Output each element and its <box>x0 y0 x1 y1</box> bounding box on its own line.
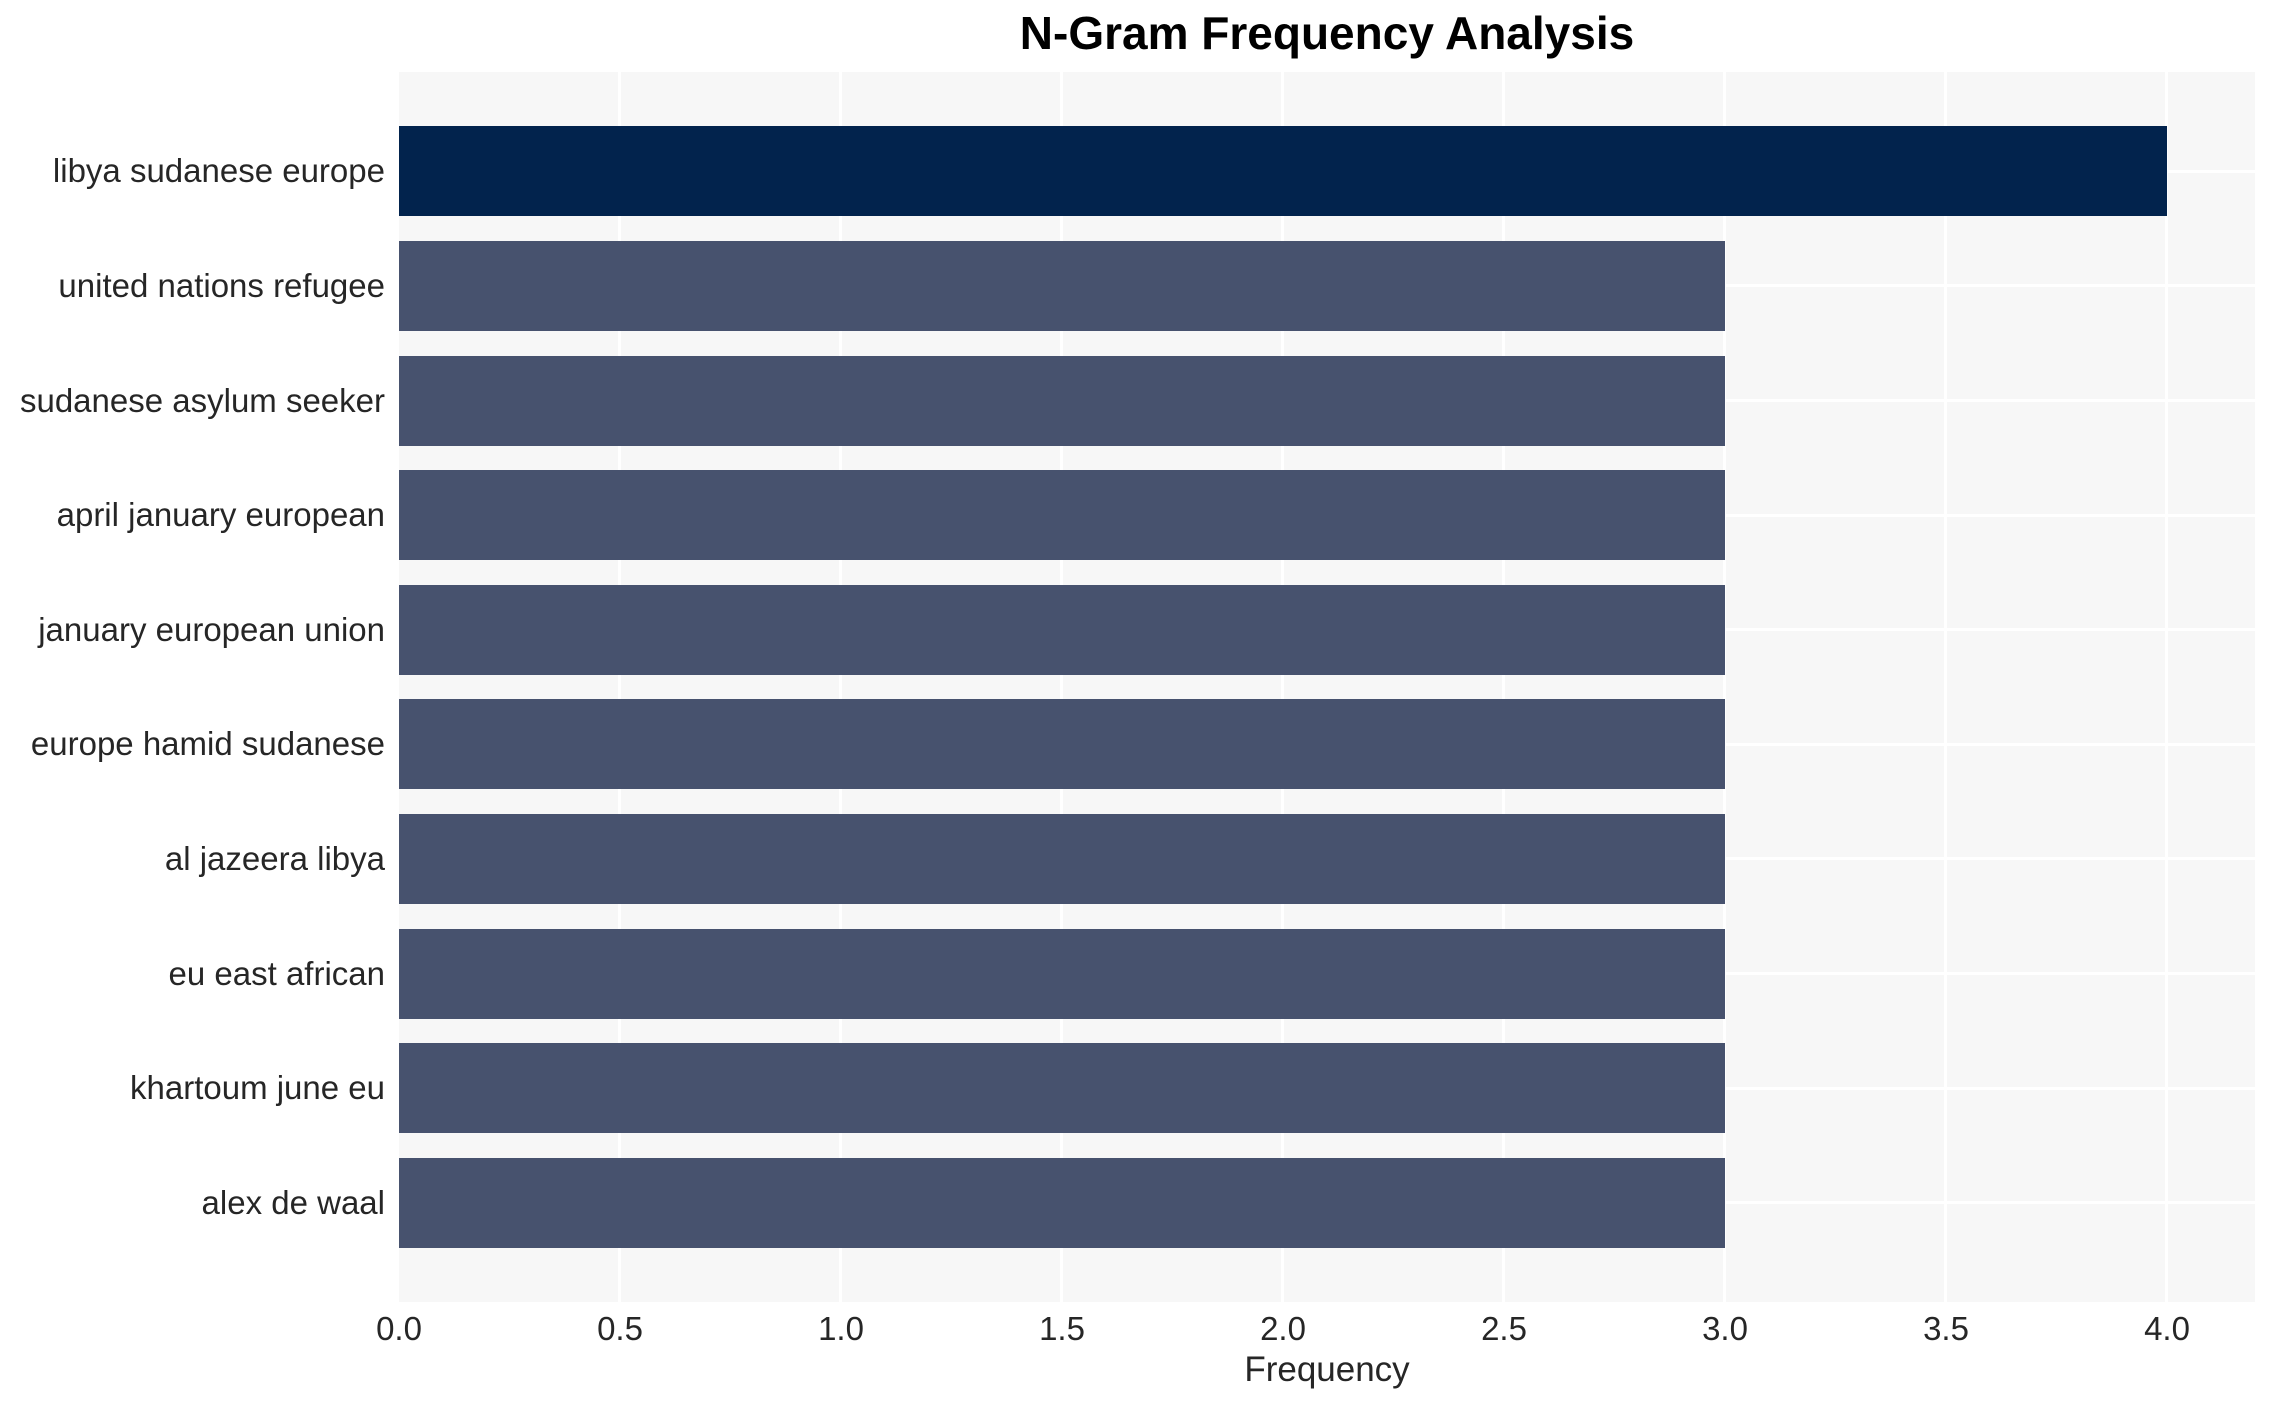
y-tick-label: united nations refugee <box>58 267 385 304</box>
bar-january-european-union <box>399 585 1725 675</box>
x-tick-label: 3.0 <box>1702 1310 1748 1347</box>
chart-title: N-Gram Frequency Analysis <box>1019 7 1635 59</box>
bar-al-jazeera-libya <box>399 814 1725 904</box>
x-tick-label: 0.0 <box>376 1310 422 1347</box>
vertical-gridline <box>1281 72 1284 1302</box>
y-tick-label: alex de waal <box>201 1184 385 1221</box>
bar-sudanese-asylum-seeker <box>399 356 1725 446</box>
vertical-gridline <box>1944 72 1947 1302</box>
x-tick-label: 1.5 <box>1039 1310 1085 1347</box>
vertical-gridline <box>839 72 842 1302</box>
y-tick-label: libya sudanese europe <box>52 152 385 189</box>
bar-eu-east-african <box>399 929 1725 1019</box>
bar-khartoum-june-eu <box>399 1043 1725 1133</box>
vertical-gridline <box>2165 72 2168 1302</box>
bar-libya-sudanese-europe <box>399 126 2167 216</box>
vertical-gridline <box>1723 72 1726 1302</box>
y-tick-label: europe hamid sudanese <box>30 725 385 762</box>
vertical-gridline <box>1060 72 1063 1302</box>
bar-europe-hamid-sudanese <box>399 699 1725 789</box>
y-tick-label: sudanese asylum seeker <box>19 382 385 419</box>
x-axis-title: Frequency <box>1244 1350 1410 1389</box>
y-tick-label: al jazeera libya <box>164 840 385 877</box>
x-tick-label: 0.5 <box>597 1310 643 1347</box>
x-tick-label: 3.5 <box>1923 1310 1969 1347</box>
y-tick-label: january european union <box>38 611 385 648</box>
y-tick-label: khartoum june eu <box>130 1069 385 1106</box>
y-tick-label: eu east african <box>168 955 385 992</box>
x-tick-label: 2.0 <box>1260 1310 1306 1347</box>
vertical-gridline <box>1502 72 1505 1302</box>
vertical-gridline <box>618 72 621 1302</box>
bar-alex-de-waal <box>399 1158 1725 1248</box>
y-tick-label: april january european <box>56 496 385 533</box>
bar-united-nations-refugee <box>399 241 1725 331</box>
plot-area <box>399 72 2255 1302</box>
x-tick-label: 1.0 <box>818 1310 864 1347</box>
x-tick-label: 4.0 <box>2144 1310 2190 1347</box>
bar-april-january-european <box>399 470 1725 560</box>
x-tick-label: 2.5 <box>1481 1310 1527 1347</box>
